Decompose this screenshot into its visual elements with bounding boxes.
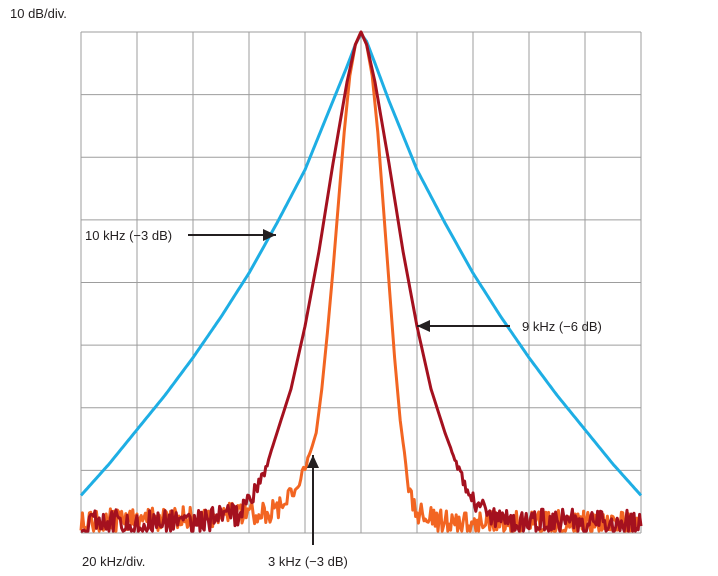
curves: [79, 30, 643, 533]
y-scale-label: 10 dB/div.: [10, 6, 67, 21]
annotation-10khz-label: 10 kHz (−3 dB): [85, 228, 172, 243]
annotation-9khz-label: 9 kHz (−6 dB): [522, 319, 602, 334]
curve-dark_red: [80, 30, 643, 533]
annotation-3khz-label: 3 kHz (−3 dB): [268, 554, 348, 569]
annotation-3khz-arrow-head: [307, 455, 319, 468]
annotation-9khz-arrow-head: [417, 320, 430, 332]
grid: [80, 31, 642, 534]
annotation-10khz-arrow-head: [263, 229, 276, 241]
x-scale-label: 20 kHz/div.: [82, 554, 145, 569]
annotations: 10 kHz (−3 dB) 9 kHz (−6 dB) 3 kHz (−3 d…: [85, 228, 602, 569]
